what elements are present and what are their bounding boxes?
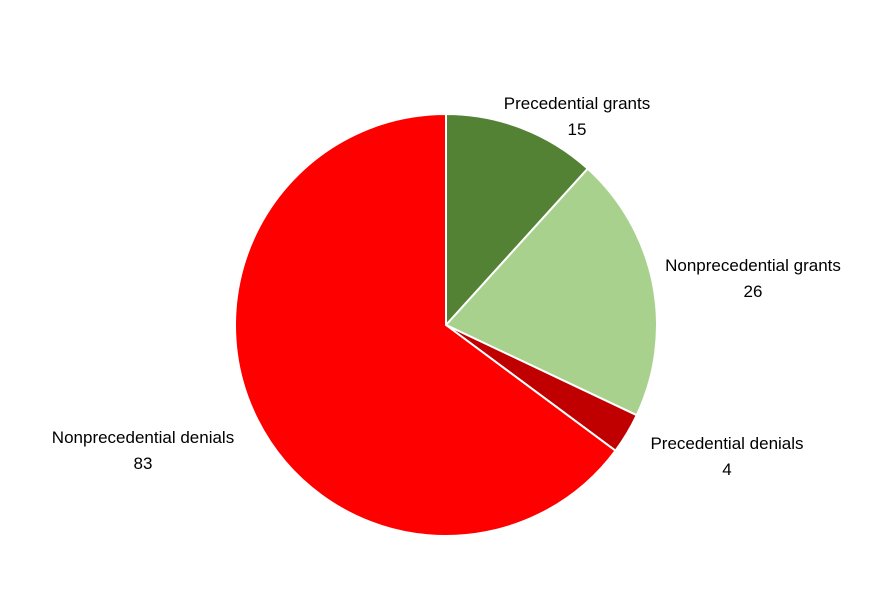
slice-value-precedential-grants: 15 [568,120,587,139]
slice-value-nonprecedential-denials: 83 [134,454,153,473]
slice-value-nonprecedential-grants: 26 [744,282,763,301]
slices-layer [235,114,657,536]
slice-value-precedential-denials: 4 [722,460,731,479]
slice-label-precedential-grants: Precedential grants [504,94,650,113]
slice-label-nonprecedential-denials: Nonprecedential denials [52,428,234,447]
slice-label-precedential-denials: Precedential denials [650,434,803,453]
slice-label-nonprecedential-grants: Nonprecedential grants [665,256,841,275]
